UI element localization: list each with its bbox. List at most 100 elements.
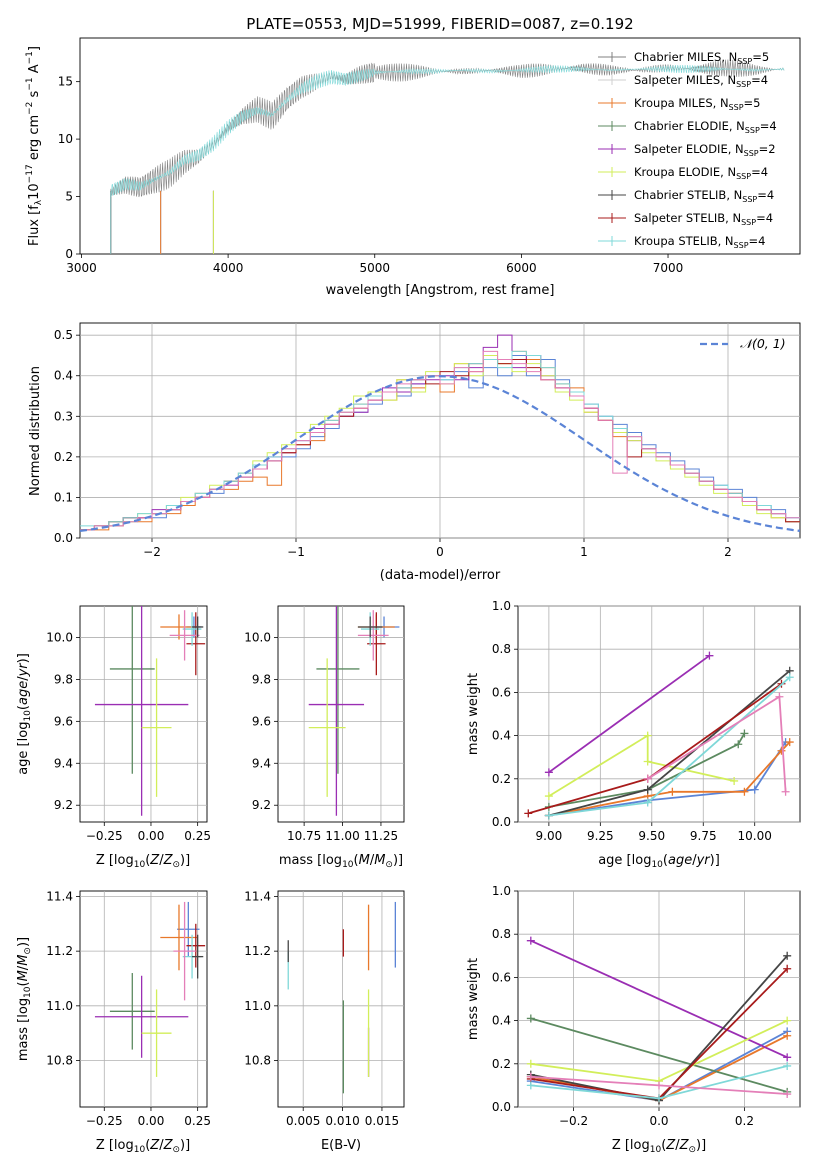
- mass-vs-Z-ytick-label: 11.4: [46, 889, 73, 903]
- spectrum-legend-label: Kroupa STELIB, NSSP=4: [634, 234, 765, 250]
- plus-marker: [783, 964, 792, 973]
- legend-name: Chabrier MILES, N: [634, 50, 737, 64]
- residuals-xlabel: (data-model)/error: [380, 568, 501, 583]
- weight-vs-age-ytick-label: 0.4: [492, 729, 511, 743]
- spectrum-xtick-label: 7000: [653, 261, 684, 275]
- age-vs-mass-points: [308, 606, 400, 816]
- spectrum-legend-label: Chabrier ELODIE, NSSP=4: [634, 119, 777, 135]
- plus-marker: [526, 1059, 535, 1068]
- weight-vs-Z-xtick-label: 0.2: [735, 1114, 754, 1128]
- weight-vs-age-ytick-label: 0.8: [492, 642, 511, 656]
- residuals-xtick-label: 1: [580, 545, 588, 559]
- weight-vs-age-xtick-label: 9.25: [587, 829, 614, 843]
- weight-vs-Z-ylabel: mass weight: [466, 958, 481, 1040]
- mass-vs-ebv-xtick-label: 0.015: [365, 1114, 399, 1128]
- legend-name: Salpeter MILES, N: [634, 73, 736, 87]
- weight-vs-age-lines: [524, 651, 794, 820]
- plus-marker: [705, 651, 714, 660]
- plus-marker: [526, 936, 535, 945]
- age-vs-Z-xtick-label: 0.00: [138, 829, 165, 843]
- spectrum-ylabel: Flux [fλ10−17 erg cm−2 s−1 A−1]: [25, 46, 44, 246]
- age-vs-mass-ytick-label: 9.2: [252, 798, 271, 812]
- weight-vs-age-xtick-label: 9.50: [638, 829, 665, 843]
- plus-marker: [544, 811, 553, 820]
- spectrum-legend-label: Salpeter STELIB, NSSP=4: [634, 211, 773, 227]
- spectrum-xtick-label: 3000: [66, 261, 97, 275]
- mass-vs-ebv-xtick-label: 0.010: [325, 1114, 359, 1128]
- age-vs-mass-ytick-label: 9.4: [252, 756, 271, 770]
- spectrum-xtick-label: 5000: [359, 261, 390, 275]
- plus-marker: [777, 746, 786, 755]
- weight-vs-Z-xtick-label: 0.0: [649, 1114, 668, 1128]
- age-vs-Z-ytick-label: 9.6: [54, 714, 73, 728]
- legend-tail: =5: [744, 96, 761, 110]
- spectrum-legend-label: Salpeter ELODIE, NSSP=2: [634, 142, 776, 158]
- age-vs-mass-xtick-label: 11.00: [325, 829, 359, 843]
- histogram-series: [80, 334, 800, 532]
- spectrum-legend-label: Kroupa MILES, NSSP=5: [634, 96, 760, 112]
- plus-marker: [643, 798, 652, 807]
- weight-vs-Z-xlabel: Z [log10(Z/Z⊙)]: [612, 1138, 706, 1155]
- mass-vs-ebv-ytick-label: 10.8: [244, 1054, 271, 1068]
- weight-vs-age-ytick-label: 0.6: [492, 685, 511, 699]
- plus-marker: [643, 774, 652, 783]
- legend-sub: SSP: [742, 195, 757, 204]
- age-vs-mass-ytick-label: 9.8: [252, 672, 271, 686]
- age-vs-Z-panel: −0.25 0.00 0.25 9.2 9.4 9.6 9.8 10.0 Z [log10(Z…: [16, 605, 211, 870]
- spectrum-ytick-label: 15: [58, 75, 73, 89]
- residuals-xtick-label: −1: [287, 545, 305, 559]
- residuals-xtick-label: 0: [436, 545, 444, 559]
- weight-line-Salpeter ELODIE: [548, 654, 710, 774]
- legend-tail: =4: [751, 165, 768, 179]
- legend-tail: =2: [759, 142, 776, 156]
- age-vs-Z-points: [94, 606, 206, 816]
- spectrum-legend-label: Salpeter MILES, NSSP=4: [634, 73, 768, 89]
- mass-vs-ebv-xlabel: E(B-V): [321, 1138, 361, 1153]
- plus-marker: [668, 787, 677, 796]
- age-vs-mass-panel: 10.75 11.00 11.25 9.2 9.4 9.6 9.8 10.0 mass [lo…: [244, 605, 405, 870]
- weight-line-Chabrier ELODIE: [530, 1017, 788, 1093]
- spectrum-legend-label: Chabrier STELIB, NSSP=4: [634, 188, 774, 204]
- plus-marker: [750, 785, 759, 794]
- spectrum-xtick-label: 4000: [213, 261, 244, 275]
- plus-marker: [526, 1081, 535, 1090]
- legend-tail: =5: [752, 50, 769, 64]
- weight-vs-age-xtick-label: 9.00: [536, 829, 563, 843]
- weight-vs-Z-ytick-label: 0.0: [492, 1100, 511, 1114]
- residuals-xtick-label: −2: [143, 545, 161, 559]
- legend-tail: =4: [757, 188, 774, 202]
- mass-vs-ebv-xtick-label: 0.005: [286, 1114, 320, 1128]
- age-vs-Z-xlabel: Z [log10(Z/Z⊙)]: [96, 853, 190, 870]
- weight-vs-age-xtick-label: 10.00: [738, 829, 772, 843]
- age-vs-mass-ytick-label: 9.6: [252, 714, 271, 728]
- residuals-ytick-label: 0.3: [54, 409, 73, 423]
- legend-sub: SSP: [744, 149, 759, 158]
- legend-name: Salpeter STELIB, N: [634, 211, 741, 225]
- residuals-ytick-label: 0.0: [54, 531, 73, 545]
- plus-marker: [783, 1053, 792, 1062]
- plus-marker: [643, 731, 652, 740]
- spectrum-title: PLATE=0553, MJD=51999, FIBERID=0087, z=0…: [246, 15, 633, 33]
- mass-vs-ebv-points: [287, 901, 396, 1094]
- residuals-xtick-label: 2: [724, 545, 732, 559]
- plus-marker: [734, 740, 743, 749]
- residuals-ytick-label: 0.2: [54, 450, 73, 464]
- residuals-legend: 𝒩(0, 1): [700, 336, 786, 351]
- residuals-ytick-label: 0.5: [54, 328, 73, 342]
- plus-marker: [730, 776, 739, 785]
- age-vs-Z-ytick-label: 9.8: [54, 672, 73, 686]
- gaussian-curve: [80, 375, 800, 532]
- plus-marker: [781, 787, 790, 796]
- spectrum-legend-label: Kroupa ELODIE, NSSP=4: [634, 165, 768, 181]
- plus-marker: [785, 738, 794, 747]
- residuals-ylabel: Normed distribution: [28, 366, 43, 496]
- weight-line-Kroupa ELODIE: [548, 733, 735, 797]
- spectrum-legend-label: Chabrier MILES, NSSP=5: [634, 50, 769, 66]
- mass-vs-Z-points: [94, 901, 206, 1077]
- plus-marker: [785, 673, 794, 682]
- mass-vs-Z-ytick-label: 11.2: [46, 944, 73, 958]
- mass-vs-Z-ytick-label: 10.8: [46, 1054, 73, 1068]
- legend-name: Chabrier STELIB, N: [634, 188, 742, 202]
- spectrum-xtick-label: 6000: [506, 261, 537, 275]
